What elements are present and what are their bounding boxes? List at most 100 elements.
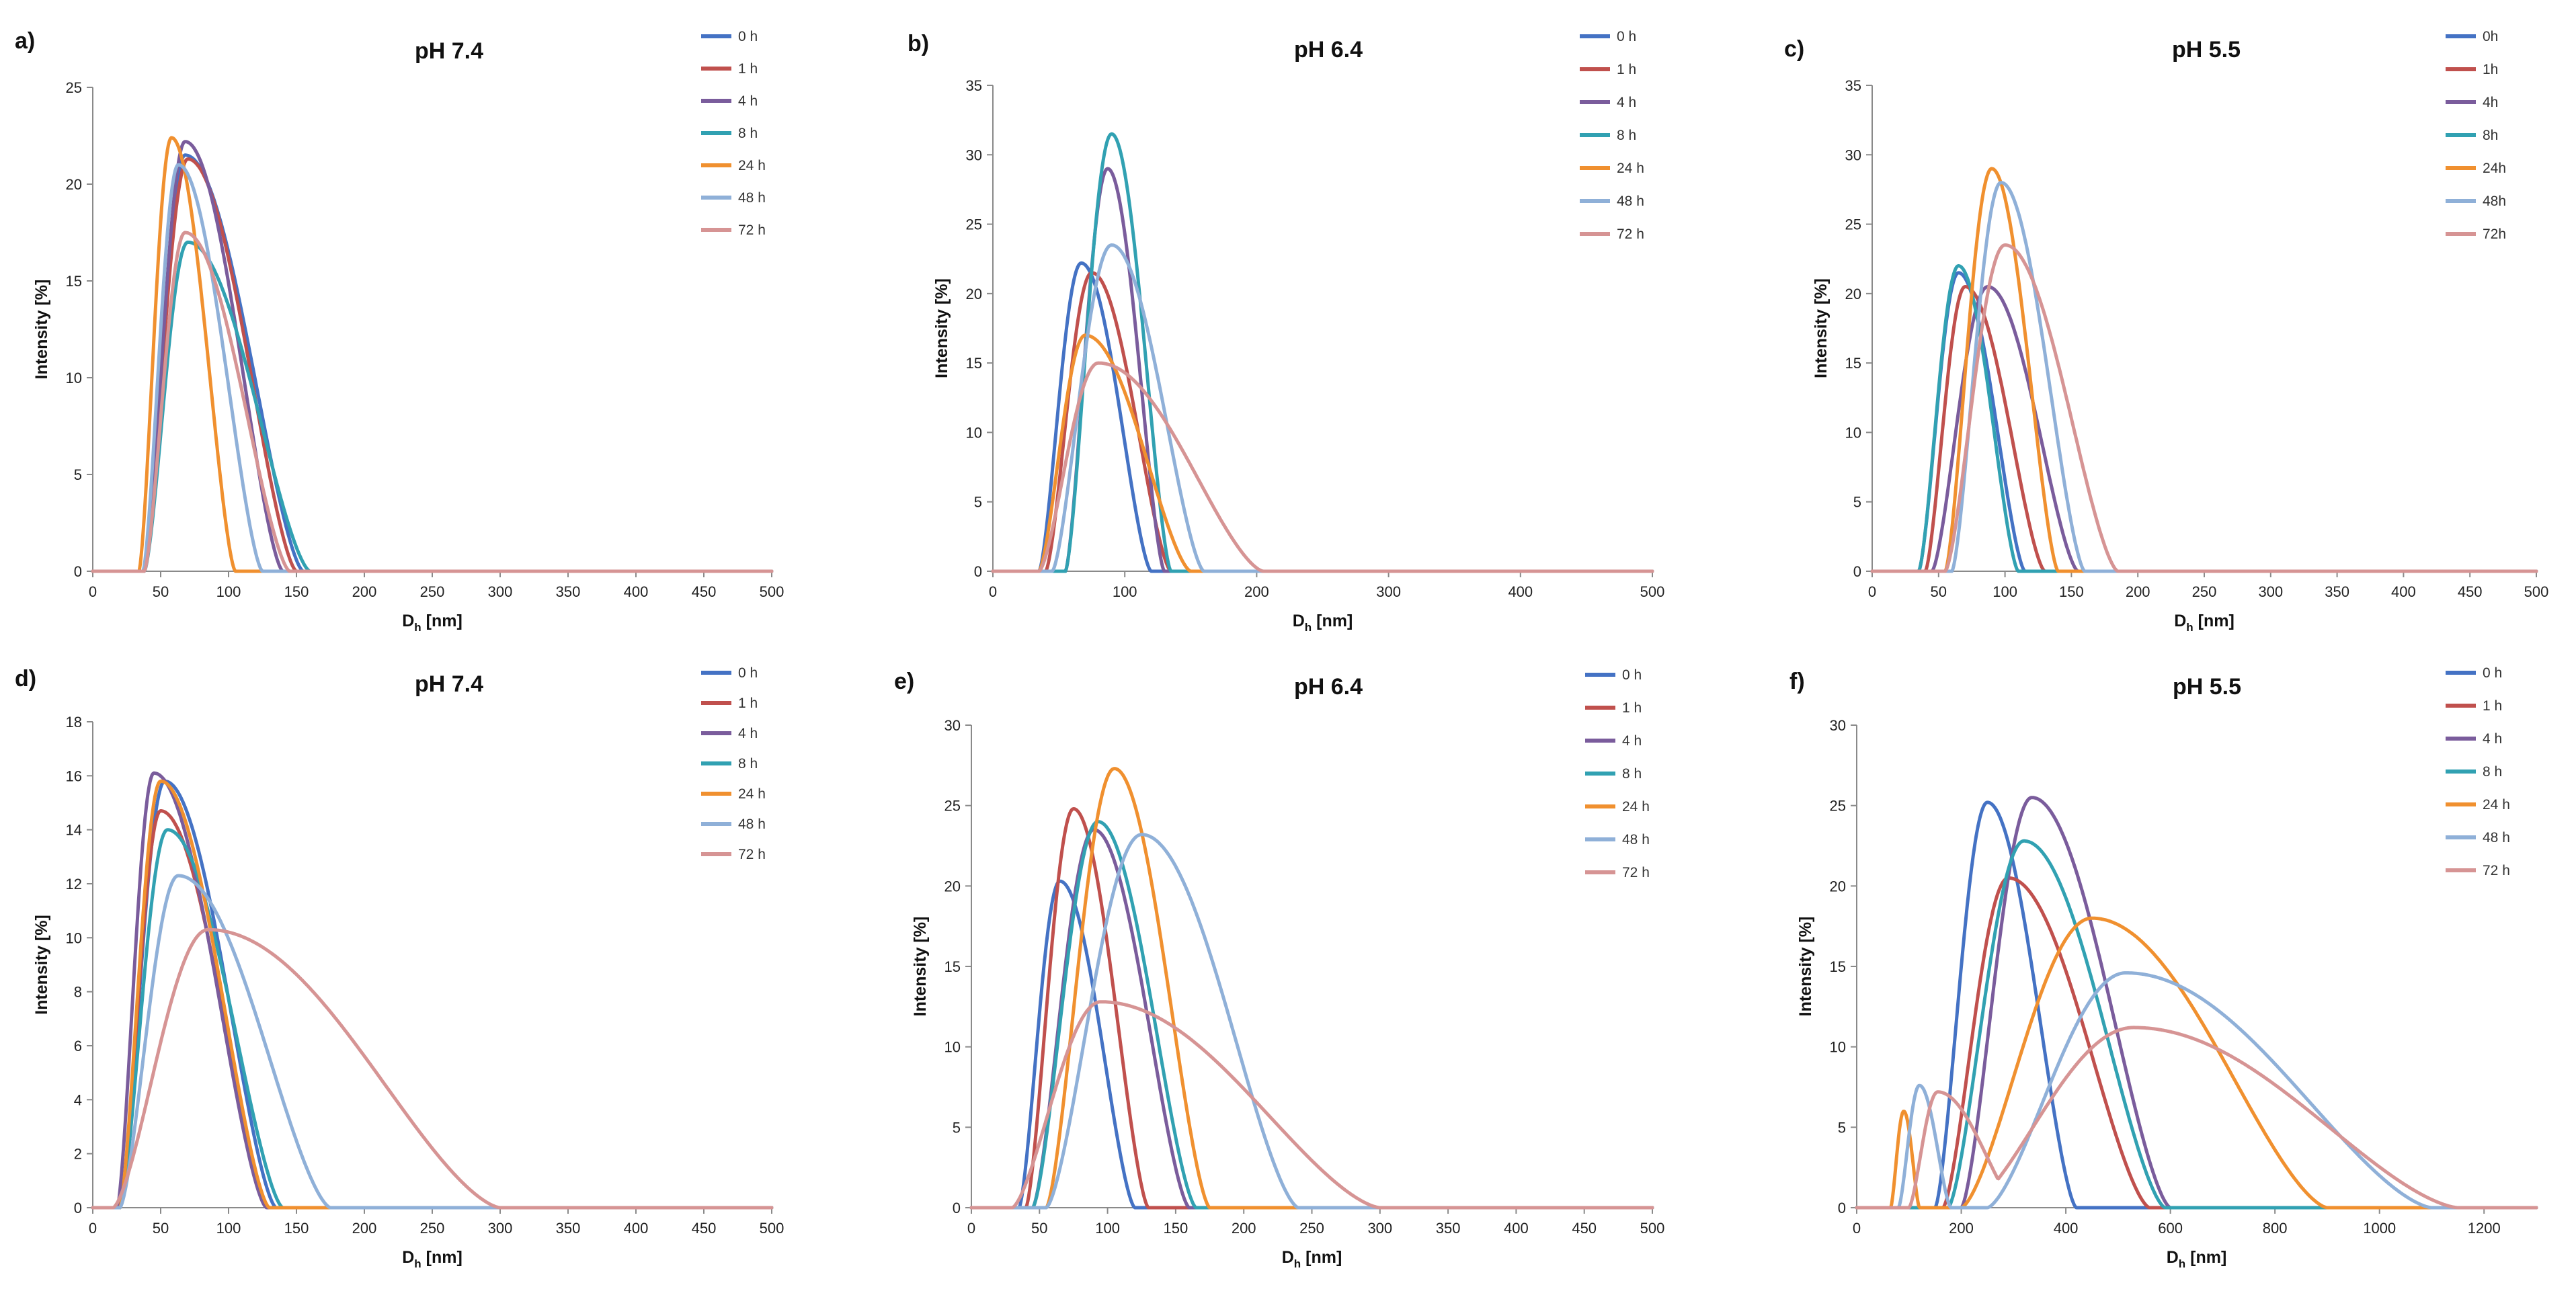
- x-axis-label: Dh [nm]: [1293, 612, 1353, 634]
- y-tick-label: 10: [966, 424, 982, 441]
- y-tick-label: 25: [1845, 216, 1861, 233]
- x-tick-label: 0: [1853, 1220, 1861, 1237]
- series-line-1h: [1855, 876, 2538, 1210]
- x-tick-label: 0: [89, 1220, 97, 1237]
- legend-label: 0 h: [1617, 29, 1636, 44]
- chart-panel-6: f) pH 5.5 0 5 10 15 20 25 30 0 200 400 600 800 1000 120…: [1789, 665, 2538, 1270]
- legend-label: 4 h: [738, 726, 758, 741]
- series-line-24h: [91, 779, 774, 1210]
- x-tick-label: 500: [760, 583, 784, 600]
- y-axis-label: Intensity [%]: [1796, 917, 1815, 1017]
- y-tick-label: 15: [966, 355, 982, 372]
- y-axis-label: Intensity [%]: [1812, 278, 1830, 378]
- x-tick-label: 50: [1931, 583, 1947, 600]
- x-tick-label: 50: [153, 1220, 169, 1237]
- legend-label: 8 h: [738, 756, 758, 772]
- y-tick-label: 10: [1845, 424, 1861, 441]
- y-tick-label: 2: [74, 1146, 82, 1163]
- x-tick-label: 800: [2263, 1220, 2288, 1237]
- x-tick-label: 200: [1949, 1220, 1974, 1237]
- panel-letter: b): [908, 31, 929, 56]
- y-tick-label: 0: [974, 563, 982, 580]
- x-tick-label: 350: [1436, 1220, 1461, 1237]
- x-tick-label: 300: [488, 583, 513, 600]
- chart-title: pH 6.4: [1294, 674, 1363, 700]
- legend-label: 48 h: [738, 817, 766, 832]
- y-tick-label: 25: [66, 79, 82, 96]
- x-tick-label: 100: [216, 1220, 241, 1237]
- legend-label: 72 h: [2483, 863, 2510, 878]
- legend-label: 24 h: [1622, 799, 1650, 815]
- x-tick-label: 450: [692, 583, 717, 600]
- y-tick-label: 25: [1830, 798, 1846, 815]
- series-line-0h: [91, 153, 774, 573]
- y-axis-label: Intensity [%]: [32, 915, 51, 1015]
- y-tick-label: 15: [1845, 355, 1861, 372]
- panel-letter: d): [15, 666, 36, 692]
- series-line-72h: [991, 361, 1654, 573]
- legend-label: 1 h: [738, 696, 758, 711]
- x-axis-label: Dh [nm]: [1282, 1248, 1342, 1270]
- x-tick-label: 150: [2059, 583, 2084, 600]
- legend-label: 48 h: [738, 190, 766, 206]
- chart-title: pH 6.4: [1294, 37, 1363, 63]
- chart-title: pH 5.5: [2173, 674, 2241, 700]
- x-tick-label: 200: [1232, 1220, 1256, 1237]
- x-tick-label: 500: [1640, 1220, 1665, 1237]
- x-tick-label: 100: [216, 583, 241, 600]
- series-line-72h: [969, 1000, 1654, 1210]
- x-tick-label: 400: [624, 1220, 649, 1237]
- y-tick-label: 5: [74, 466, 82, 483]
- y-tick-label: 10: [66, 370, 82, 386]
- x-tick-label: 450: [692, 1220, 717, 1237]
- x-tick-label: 0: [967, 1220, 975, 1237]
- x-tick-label: 350: [556, 583, 581, 600]
- y-tick-label: 25: [966, 216, 982, 233]
- x-tick-label: 0: [1868, 583, 1876, 600]
- y-tick-label: 5: [953, 1119, 961, 1136]
- series-line-1h: [91, 157, 774, 573]
- series-line-24h: [91, 136, 774, 573]
- x-axis-label: Dh [nm]: [402, 1248, 462, 1270]
- x-tick-label: 400: [1504, 1220, 1529, 1237]
- x-tick-label: 150: [1164, 1220, 1189, 1237]
- y-tick-label: 16: [66, 767, 82, 784]
- series-line-72h: [91, 231, 774, 573]
- x-tick-label: 250: [2192, 583, 2217, 600]
- y-tick-label: 30: [1830, 717, 1846, 734]
- legend-label: 24 h: [738, 786, 766, 802]
- legend-label: 72 h: [1617, 226, 1644, 242]
- x-tick-label: 450: [2458, 583, 2483, 600]
- chart-title: pH 7.4: [415, 38, 483, 64]
- y-tick-label: 5: [1853, 494, 1861, 511]
- panel-letter: f): [1789, 669, 1805, 694]
- y-tick-label: 10: [1830, 1039, 1846, 1056]
- y-tick-label: 14: [66, 822, 82, 839]
- x-tick-label: 350: [2325, 583, 2349, 600]
- series-line-48h: [991, 243, 1654, 573]
- x-axis-label: Dh [nm]: [2167, 1248, 2227, 1270]
- x-tick-label: 200: [1244, 583, 1269, 600]
- y-tick-label: 15: [1830, 958, 1846, 975]
- legend-label: 1 h: [1622, 700, 1642, 716]
- x-tick-label: 100: [1113, 583, 1137, 600]
- y-tick-label: 5: [1838, 1119, 1846, 1136]
- x-tick-label: 100: [1993, 583, 2017, 600]
- y-tick-label: 10: [944, 1039, 961, 1056]
- y-tick-label: 25: [944, 798, 961, 815]
- y-axis-label: Intensity [%]: [932, 278, 951, 378]
- panel-letter: e): [894, 669, 914, 694]
- chart-panel-2: b) pH 6.4 0 5 10 15 20 25 30 35 0 100 200 300 400 500 Dh…: [908, 29, 1664, 634]
- x-tick-label: 500: [760, 1220, 784, 1237]
- legend-label: 24 h: [2483, 797, 2510, 813]
- panel-letter: c): [1784, 36, 1804, 62]
- legend-label: 8 h: [1617, 128, 1636, 143]
- x-tick-label: 600: [2158, 1220, 2183, 1237]
- y-tick-label: 0: [74, 563, 82, 580]
- x-tick-label: 250: [420, 583, 445, 600]
- x-tick-label: 300: [1376, 583, 1401, 600]
- x-tick-label: 500: [1640, 583, 1665, 600]
- x-tick-label: 350: [556, 1220, 581, 1237]
